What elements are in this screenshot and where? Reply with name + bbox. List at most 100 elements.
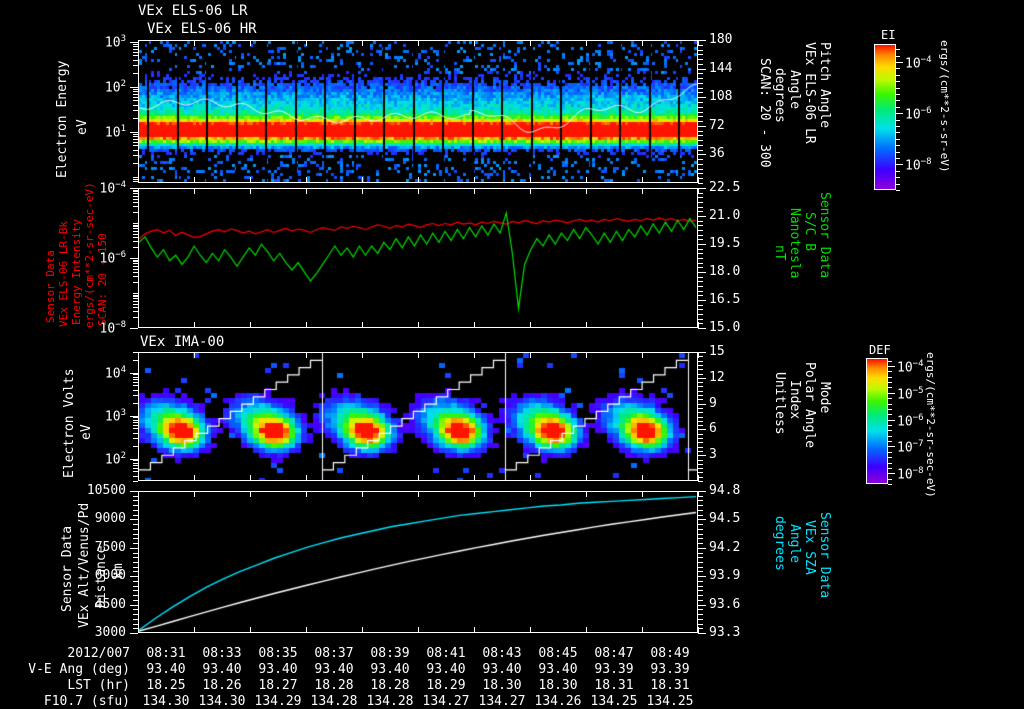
axis-tick — [133, 136, 138, 137]
panel-intensity-bfield[interactable] — [138, 188, 698, 328]
axis-tick — [698, 92, 703, 93]
axis-tick — [698, 633, 703, 634]
axis-tick — [133, 567, 138, 568]
axis-tick-label: 3000 — [94, 625, 126, 640]
axis-tick — [698, 562, 703, 563]
footer-cell: 08:45 — [538, 646, 578, 661]
ima-spectrogram-canvas — [139, 353, 697, 480]
axis-tick — [896, 164, 900, 165]
axis-tick — [133, 468, 138, 469]
axis-tick — [698, 177, 699, 183]
axis-tick — [306, 475, 307, 481]
axis-tick-label: 10500 — [86, 483, 126, 498]
axis-tick — [418, 352, 419, 358]
axis-tick — [133, 190, 138, 191]
footer-cell: 18.31 — [594, 678, 634, 693]
axis-tick-label: 94.2 — [709, 540, 741, 555]
axis-tick — [642, 322, 643, 328]
axis-tick-label: 10−6 — [905, 106, 932, 123]
footer-row-label: F10.7 (sfu) — [43, 694, 130, 709]
axis-tick — [642, 491, 643, 497]
axis-tick — [698, 40, 703, 41]
axis-tick — [888, 409, 892, 410]
axis-tick-label: 103 — [104, 34, 126, 51]
axis-tick — [133, 505, 138, 506]
axis-tick — [133, 261, 138, 262]
axis-tick — [896, 49, 900, 50]
footer-cell: 18.30 — [538, 678, 578, 693]
axis-tick — [133, 44, 138, 45]
colorbar-ei — [874, 44, 896, 190]
panel-altitude-sza[interactable] — [138, 491, 698, 633]
footer-cell: 134.27 — [478, 694, 526, 709]
axis-tick — [133, 196, 138, 197]
axis-tick — [133, 304, 138, 305]
axis-tick — [194, 188, 195, 194]
axis-tick — [888, 441, 892, 442]
axis-tick — [133, 433, 138, 434]
axis-tick — [133, 60, 138, 61]
panel4-right-line-3: degrees — [772, 516, 787, 571]
axis-tick — [306, 188, 307, 194]
axis-tick — [896, 177, 900, 178]
axis-tick — [133, 595, 138, 596]
panel-ima-spectrogram[interactable] — [138, 352, 698, 481]
axis-tick — [133, 510, 138, 511]
axis-tick — [306, 627, 307, 633]
axis-tick — [133, 534, 138, 535]
colorbar-def-title: DEF — [869, 343, 891, 357]
axis-tick — [133, 519, 138, 520]
axis-tick — [698, 425, 703, 426]
colorbar-ei-canvas — [875, 45, 895, 189]
axis-tick — [194, 491, 195, 497]
axis-tick — [896, 81, 900, 82]
axis-tick — [698, 455, 703, 456]
panel1-right-axis-kind: Angle — [787, 70, 802, 110]
axis-tick — [698, 421, 703, 422]
axis-tick — [698, 286, 703, 287]
panel4-left-line-3: km — [111, 563, 126, 579]
footer-cell: 08:35 — [258, 646, 298, 661]
axis-tick — [896, 113, 900, 114]
panel-els-spectrogram[interactable] — [138, 40, 698, 183]
axis-tick-label: 94.5 — [709, 511, 741, 526]
panel3-left-axis-unit: eV — [79, 424, 94, 440]
axis-tick — [133, 65, 138, 66]
panel1-title-hr: VEx ELS-06 HR — [147, 21, 257, 37]
axis-tick — [133, 571, 138, 572]
axis-tick — [133, 100, 138, 101]
axis-tick — [888, 387, 892, 388]
axis-tick — [133, 395, 138, 396]
footer-cell: 08:33 — [202, 646, 242, 661]
axis-tick — [133, 188, 138, 189]
axis-tick — [586, 475, 587, 481]
panel3-right-line-3: Unitless — [772, 372, 787, 435]
panel4-left-line-1: VEx Alt/Venus/Pd — [77, 502, 92, 628]
footer-cell: 08:41 — [426, 646, 466, 661]
footer-cell: 93.40 — [538, 662, 578, 677]
axis-tick-label: 93.3 — [709, 625, 741, 640]
axis-tick — [250, 627, 251, 633]
axis-tick — [698, 576, 703, 577]
axis-tick — [133, 624, 138, 625]
axis-tick — [698, 97, 703, 98]
axis-tick — [888, 404, 892, 405]
axis-tick — [888, 457, 892, 458]
axis-tick — [133, 307, 138, 308]
axis-tick — [888, 479, 892, 480]
axis-tick — [133, 609, 138, 610]
axis-tick-label: 180 — [709, 32, 733, 47]
axis-tick — [138, 352, 139, 358]
axis-tick — [250, 322, 251, 328]
axis-tick — [133, 193, 138, 194]
axis-tick — [133, 311, 138, 312]
footer-cell: 134.28 — [310, 694, 358, 709]
panel3-left-axis-name: Electron Volts — [62, 368, 77, 478]
axis-tick — [698, 510, 703, 511]
axis-tick — [250, 188, 251, 194]
axis-tick — [896, 75, 900, 76]
axis-tick — [586, 627, 587, 633]
axis-tick — [530, 627, 531, 633]
panel2-right-line-1: S/C B — [802, 212, 817, 252]
axis-tick — [133, 403, 138, 404]
